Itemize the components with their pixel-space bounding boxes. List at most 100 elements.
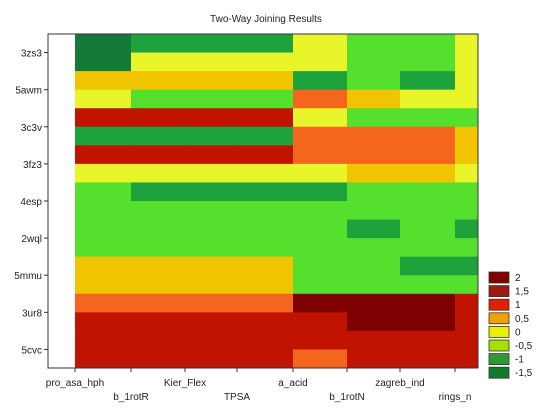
heatmap-cell <box>400 330 456 350</box>
legend-label: 2 <box>515 273 521 284</box>
heatmap-cell <box>131 312 186 332</box>
heatmap-cell <box>75 330 132 350</box>
heatmap-cell <box>185 238 238 258</box>
heatmap-cell <box>48 349 76 369</box>
column-labels: pro_asa_hph b_1rotR Kier_Flex TPSA a_acid b_1… <box>46 368 471 403</box>
heatmap-cell <box>185 34 238 54</box>
heatmap-cell <box>237 312 294 332</box>
heatmap-cell <box>400 89 456 109</box>
heatmap-cell <box>237 163 294 183</box>
heatmap-cell <box>185 349 238 369</box>
heatmap-cell <box>185 312 238 332</box>
heatmap-cell <box>347 275 401 295</box>
heatmap-cell <box>293 201 348 221</box>
heatmap-cell <box>131 219 186 239</box>
heatmap-cell <box>455 349 479 369</box>
color-legend: 2 1,5 1 0,5 0 -0,5 -1 -1,5 <box>488 271 533 379</box>
heatmap-cell <box>347 52 401 72</box>
heatmap-cell <box>455 163 479 183</box>
heatmap-cell <box>75 201 132 221</box>
chart-title: Two-Way Joining Results <box>210 14 322 25</box>
heatmap-cell <box>400 219 456 239</box>
row-label: 3fz3 <box>23 160 42 171</box>
legend-swatch <box>488 366 510 379</box>
heatmap-cell <box>48 219 76 239</box>
heatmap-cell <box>75 126 132 146</box>
heatmap-cell <box>48 163 76 183</box>
heatmap-cell <box>48 182 76 202</box>
heatmap-cell <box>48 238 76 258</box>
heatmap-cell <box>347 145 401 165</box>
heatmap-cell <box>347 34 401 54</box>
heatmap-cell <box>185 52 238 72</box>
heatmap-cell <box>131 182 186 202</box>
column-label: TPSA <box>224 392 250 403</box>
heatmap-cell <box>293 108 348 128</box>
heatmap-cell <box>131 89 186 109</box>
column-label: b_1rotR <box>113 392 149 403</box>
legend-label: 0 <box>515 327 521 338</box>
heatmap-cell <box>237 89 294 109</box>
heatmap-cell <box>75 89 132 109</box>
heatmap-cell <box>400 34 456 54</box>
heatmap-cell <box>293 89 348 109</box>
heatmap-cell <box>400 312 456 332</box>
heatmap-cell <box>400 126 456 146</box>
heatmap-cell <box>347 163 401 183</box>
heatmap-cell <box>455 312 479 332</box>
row-label: 3ur8 <box>22 308 42 319</box>
heatmap-cell <box>400 52 456 72</box>
heatmap-cell <box>400 163 456 183</box>
heatmap-cell <box>293 275 348 295</box>
heatmap-cell <box>347 201 401 221</box>
heatmap-cell <box>75 34 132 54</box>
heatmap-cell <box>455 219 479 239</box>
heatmap-cell <box>48 89 76 109</box>
heatmap-cell <box>131 71 186 91</box>
heatmap-cell <box>400 275 456 295</box>
heatmap-cell <box>237 108 294 128</box>
column-label: pro_asa_hph <box>46 378 104 389</box>
heatmap-cell <box>185 71 238 91</box>
legend-swatch <box>488 353 510 366</box>
heatmap-cell <box>455 238 479 258</box>
heatmap-cell <box>455 108 479 128</box>
heatmap-cell <box>455 52 479 72</box>
heatmap-cell <box>48 108 76 128</box>
heatmap-cell <box>75 293 132 313</box>
heatmap-cell <box>48 201 76 221</box>
heatmap-cell <box>347 182 401 202</box>
legend-label: -1,5 <box>515 368 533 379</box>
heatmap-cell <box>48 34 76 54</box>
column-label: b_1rotN <box>329 392 365 403</box>
legend-label: 1,5 <box>515 287 529 298</box>
row-label: 5mmu <box>14 271 42 282</box>
heatmap-cell <box>347 256 401 276</box>
heatmap-cell <box>185 201 238 221</box>
legend-label: -1 <box>515 355 524 366</box>
legend-label: 0,5 <box>515 314 529 325</box>
heatmap-cell <box>75 71 132 91</box>
row-label: 5awm <box>15 86 42 97</box>
heatmap-cell <box>75 275 132 295</box>
heatmap-cell <box>347 71 401 91</box>
heatmap-cell <box>237 201 294 221</box>
heatmap-cell <box>185 182 238 202</box>
heatmap-cell <box>400 182 456 202</box>
heatmap-cell <box>400 293 456 313</box>
heatmap-cell <box>293 219 348 239</box>
heatmap-cell <box>75 182 132 202</box>
legend-label: 1 <box>515 300 521 311</box>
heatmap-cell <box>48 256 76 276</box>
heatmap-cell <box>237 256 294 276</box>
legend-swatch <box>488 339 510 352</box>
heatmap-cell <box>131 52 186 72</box>
heatmap-cell <box>347 238 401 258</box>
heatmap-cell <box>455 182 479 202</box>
heatmap-cell <box>293 238 348 258</box>
heatmap-cell <box>237 330 294 350</box>
heatmap-cell <box>455 275 479 295</box>
heatmap-cell <box>185 256 238 276</box>
heatmap-cell <box>75 312 132 332</box>
heatmap-cell <box>293 145 348 165</box>
